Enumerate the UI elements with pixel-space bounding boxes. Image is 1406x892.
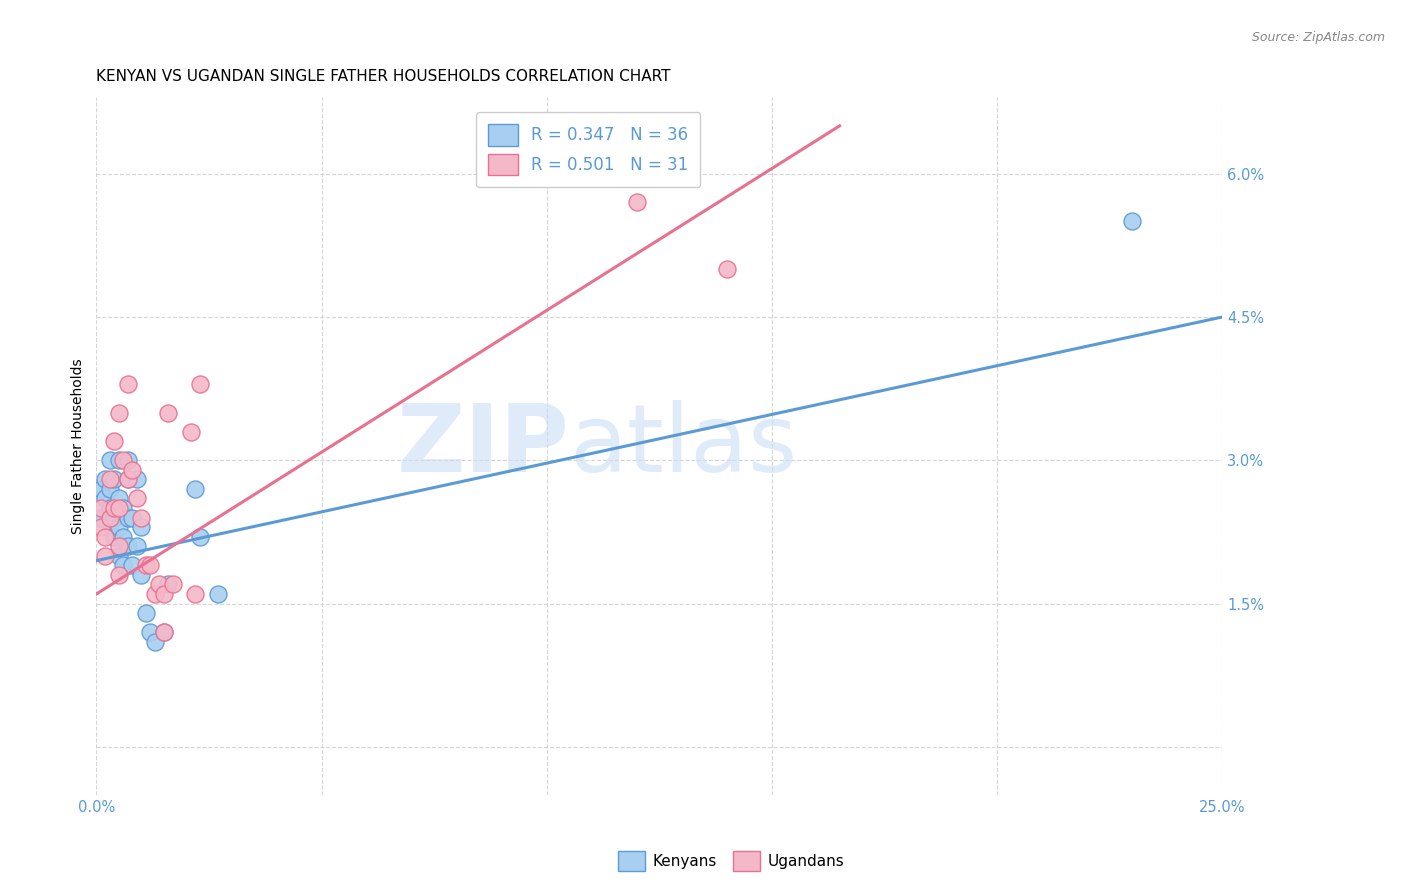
Point — [121, 463, 143, 477]
Point — [108, 539, 131, 553]
Point — [94, 549, 117, 563]
Point — [117, 453, 139, 467]
Point — [90, 520, 112, 534]
Point — [157, 577, 180, 591]
Point — [108, 520, 131, 534]
Point — [117, 472, 139, 486]
Point — [90, 482, 112, 496]
Point — [112, 501, 135, 516]
Point — [98, 482, 121, 496]
Point — [180, 425, 202, 439]
Text: atlas: atlas — [569, 400, 797, 492]
Point — [94, 530, 117, 544]
Point — [157, 405, 180, 419]
Point — [90, 501, 112, 516]
Y-axis label: Single Father Households: Single Father Households — [72, 358, 86, 533]
Point — [184, 587, 207, 601]
Point — [90, 510, 112, 524]
Point — [108, 501, 131, 516]
Point — [188, 376, 211, 391]
Point — [184, 482, 207, 496]
Point — [143, 587, 166, 601]
Point — [139, 558, 162, 573]
Point — [148, 577, 170, 591]
Point — [117, 472, 139, 486]
Point — [117, 376, 139, 391]
Point — [112, 558, 135, 573]
Point — [716, 262, 738, 277]
Point — [135, 558, 157, 573]
Point — [162, 577, 184, 591]
Point — [94, 472, 117, 486]
Point — [103, 501, 125, 516]
Point — [117, 510, 139, 524]
Point — [131, 568, 153, 582]
Point — [103, 434, 125, 449]
Point — [121, 510, 143, 524]
Point — [108, 405, 131, 419]
Legend: Kenyans, Ugandans: Kenyans, Ugandans — [612, 846, 851, 877]
Point — [125, 539, 148, 553]
Point — [135, 606, 157, 620]
Point — [153, 587, 176, 601]
Point — [98, 453, 121, 467]
Point — [1121, 214, 1143, 228]
Point — [94, 491, 117, 506]
Point — [143, 635, 166, 649]
Point — [103, 530, 125, 544]
Point — [125, 472, 148, 486]
Point — [112, 453, 135, 467]
Text: ZIP: ZIP — [396, 400, 569, 492]
Point — [108, 453, 131, 467]
Point — [188, 530, 211, 544]
Point — [139, 625, 162, 640]
Point — [207, 587, 229, 601]
Point — [153, 625, 176, 640]
Point — [103, 472, 125, 486]
Point — [98, 510, 121, 524]
Point — [103, 510, 125, 524]
Legend: R = 0.347   N = 36, R = 0.501   N = 31: R = 0.347 N = 36, R = 0.501 N = 31 — [477, 112, 700, 187]
Point — [112, 530, 135, 544]
Point — [98, 472, 121, 486]
Point — [98, 501, 121, 516]
Point — [626, 195, 648, 210]
Point — [131, 510, 153, 524]
Point — [117, 539, 139, 553]
Point — [121, 558, 143, 573]
Point — [108, 568, 131, 582]
Point — [108, 549, 131, 563]
Text: Source: ZipAtlas.com: Source: ZipAtlas.com — [1251, 31, 1385, 45]
Point — [108, 491, 131, 506]
Point — [153, 625, 176, 640]
Point — [125, 491, 148, 506]
Text: KENYAN VS UGANDAN SINGLE FATHER HOUSEHOLDS CORRELATION CHART: KENYAN VS UGANDAN SINGLE FATHER HOUSEHOL… — [97, 69, 671, 84]
Point — [131, 520, 153, 534]
